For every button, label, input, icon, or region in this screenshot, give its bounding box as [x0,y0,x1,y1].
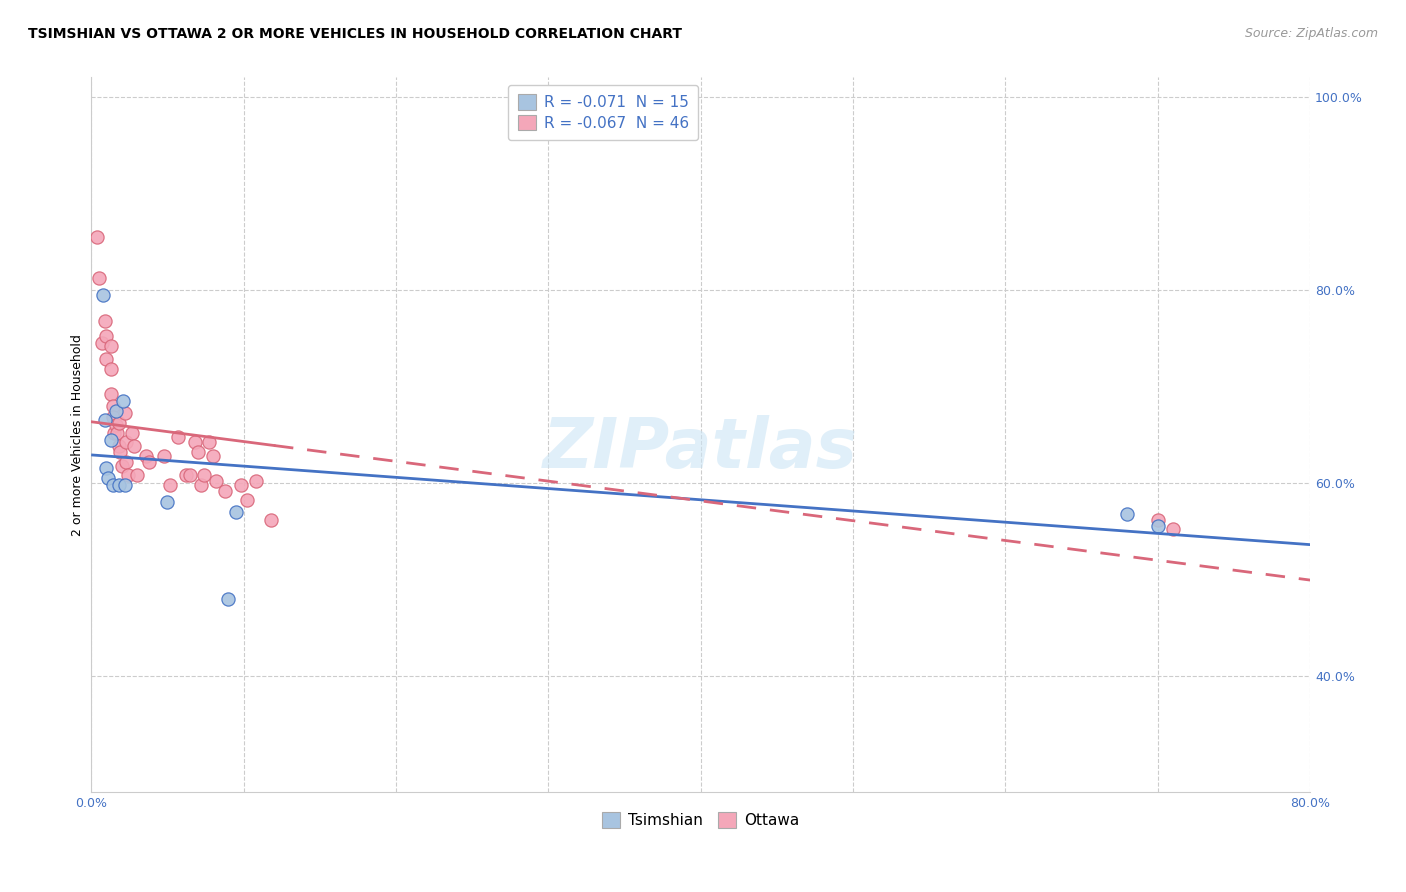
Point [104,418,127,433]
Point [205,474,228,488]
Point [229,478,252,492]
Point [1161,522,1184,536]
Point [100,362,122,376]
Point [100,433,122,447]
Point [90,335,112,350]
Y-axis label: 2 or more Vehicles in Household: 2 or more Vehicles in Household [72,334,84,535]
Point [167,429,190,443]
Point [114,407,136,421]
Point [101,478,124,492]
Point [105,425,128,440]
Point [107,416,129,430]
Point [96,352,118,367]
Point [174,468,197,483]
Point [101,399,124,413]
Point [117,468,139,483]
Point [87,271,110,285]
Point [1146,513,1168,527]
Point [96,461,118,475]
Point [225,505,247,519]
Point [260,513,283,527]
Point [93,287,115,301]
Point [100,339,122,353]
Point [135,449,157,463]
Point [190,478,212,492]
Point [94,413,117,427]
Point [202,449,225,463]
Point [197,435,219,450]
Point [1146,519,1168,533]
Point [125,468,148,483]
Point [159,478,181,492]
Point [115,435,138,450]
Point [107,478,129,492]
Point [100,387,122,401]
Text: ZIPatlas: ZIPatlas [543,416,858,483]
Point [153,449,176,463]
Point [104,403,127,417]
Point [1116,507,1139,521]
Point [101,410,124,425]
Point [138,455,160,469]
Point [107,439,129,453]
Point [103,425,125,440]
Point [108,445,131,459]
Text: Source: ZipAtlas.com: Source: ZipAtlas.com [1244,27,1378,40]
Point [217,591,239,606]
Point [193,468,215,483]
Point [111,458,134,473]
Point [86,229,108,244]
Point [214,483,236,498]
Point [94,314,117,328]
Point [122,439,145,453]
Point [184,435,207,450]
Point [114,478,136,492]
Point [179,468,201,483]
Point [121,425,143,440]
Point [156,495,179,509]
Legend: Tsimshian, Ottawa: Tsimshian, Ottawa [596,806,806,834]
Point [235,493,257,508]
Point [187,445,209,459]
Point [245,474,267,488]
Point [115,455,138,469]
Point [97,471,120,485]
Point [112,393,135,408]
Point [96,329,118,343]
Text: TSIMSHIAN VS OTTAWA 2 OR MORE VEHICLES IN HOUSEHOLD CORRELATION CHART: TSIMSHIAN VS OTTAWA 2 OR MORE VEHICLES I… [28,27,682,41]
